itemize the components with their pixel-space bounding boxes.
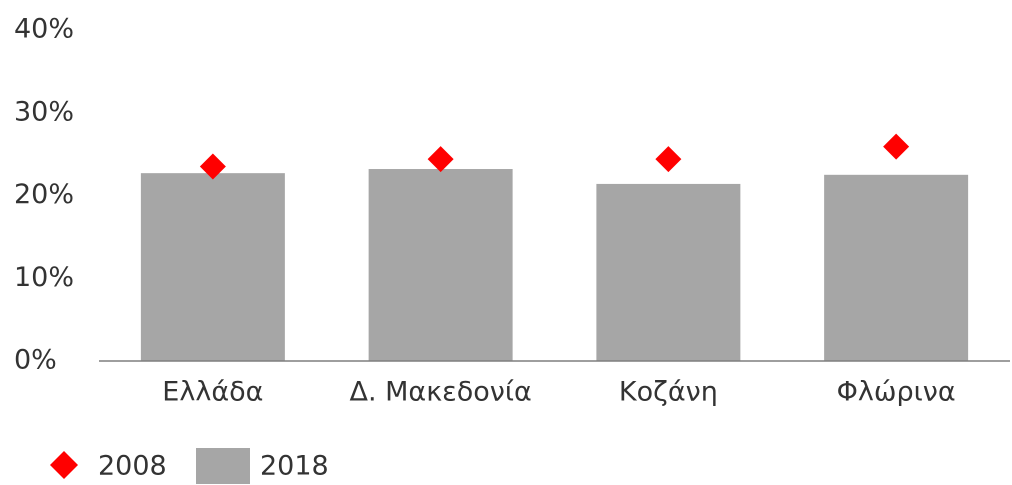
legend-swatch xyxy=(196,448,250,484)
bar xyxy=(140,173,285,361)
bar xyxy=(368,169,513,361)
y-tick-label: 20% xyxy=(14,179,74,210)
bar xyxy=(824,174,969,361)
y-tick-label: 30% xyxy=(14,96,74,127)
x-tick-label: Κοζάνη xyxy=(619,377,718,408)
y-tick-label: 10% xyxy=(14,262,74,293)
legend-label: 2008 xyxy=(98,451,167,482)
marker xyxy=(199,153,226,180)
marker xyxy=(883,133,910,160)
x-tick-label: Δ. Μακεδονία xyxy=(349,377,531,408)
x-tick-label: Ελλάδα xyxy=(162,377,263,408)
marker xyxy=(655,146,682,173)
y-tick-label: 0% xyxy=(14,345,57,376)
x-tick-label: Φλώρινα xyxy=(837,377,956,408)
marker xyxy=(427,146,454,173)
legend-swatch xyxy=(50,451,78,479)
legend-label: 2018 xyxy=(260,451,329,482)
y-tick-label: 40% xyxy=(14,14,74,45)
bar xyxy=(596,183,741,361)
